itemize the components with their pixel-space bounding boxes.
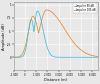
X-axis label: Distance (m): Distance (m): [44, 78, 67, 82]
Y-axis label: Amplitude (dB): Amplitude (dB): [2, 23, 6, 50]
Legend: Impulse 90 dB, Impulse 105 dB: Impulse 90 dB, Impulse 105 dB: [73, 3, 97, 13]
